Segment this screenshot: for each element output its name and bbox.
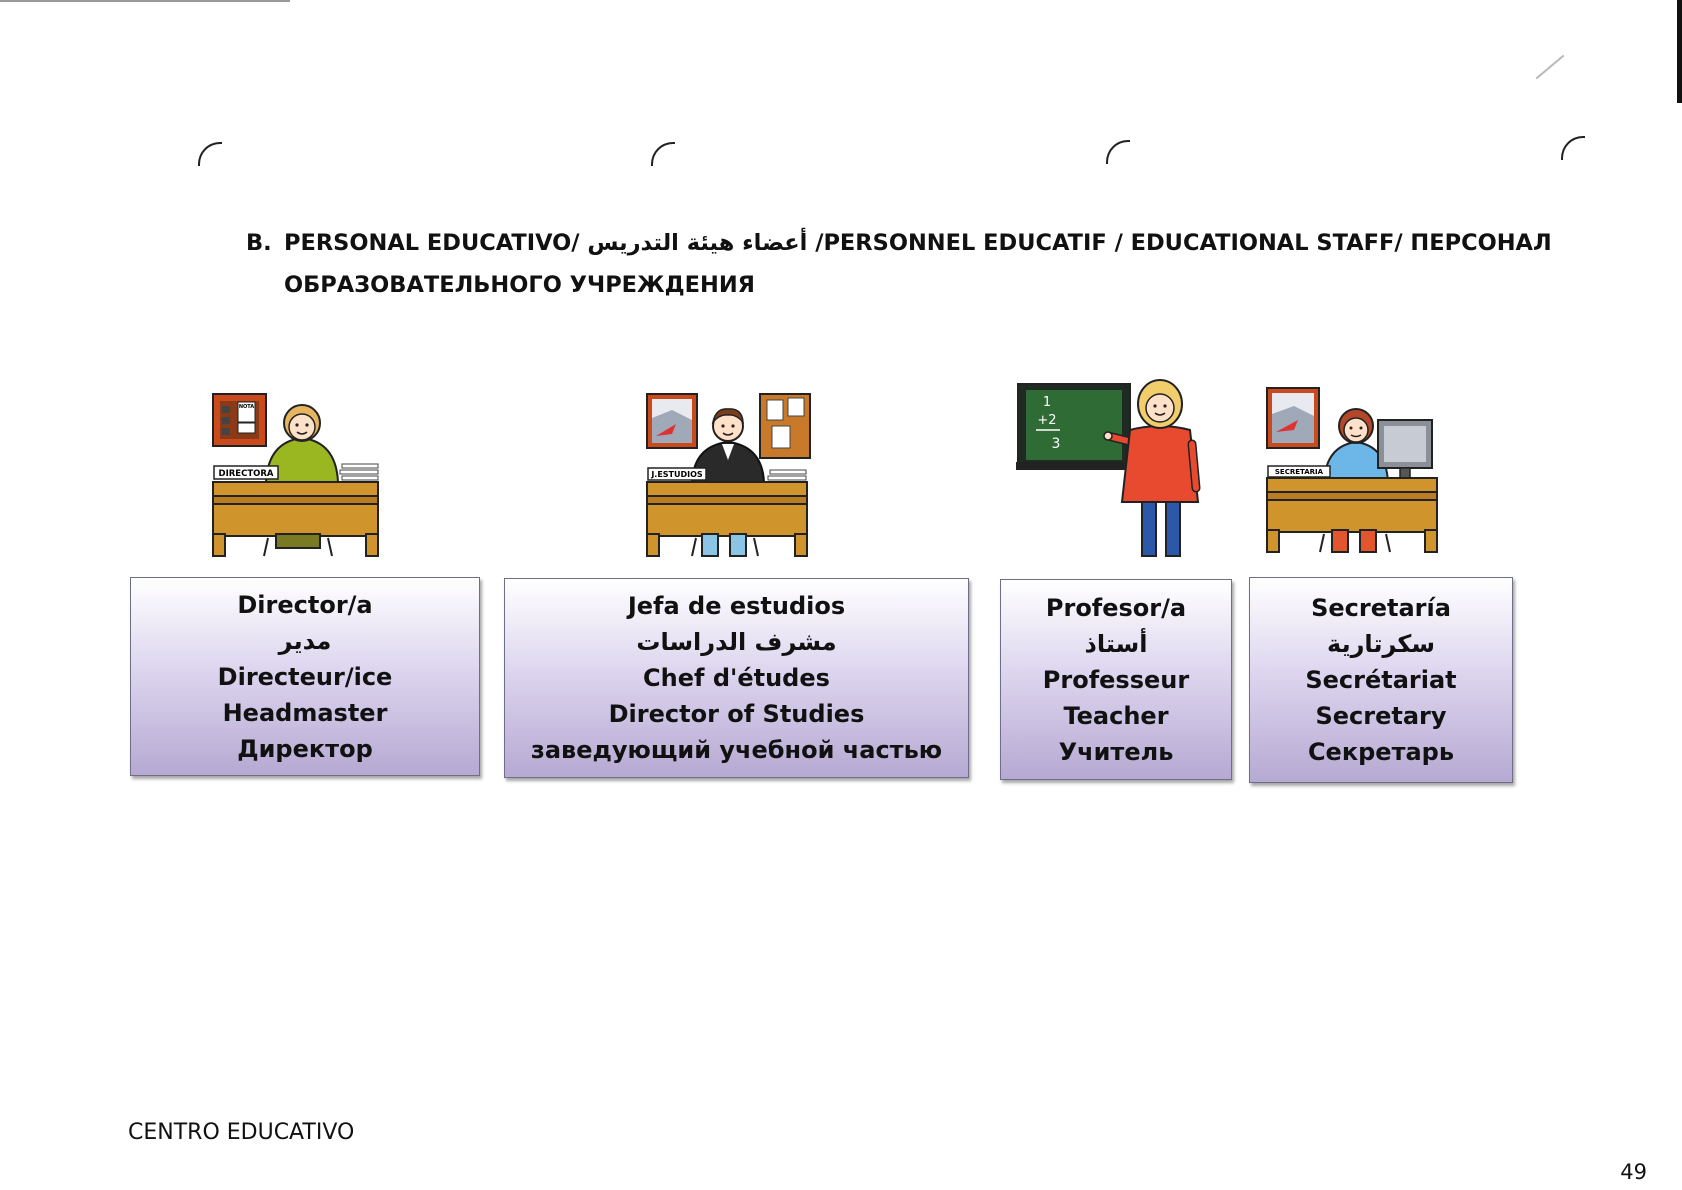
card-label-spanish: Secretaría xyxy=(1311,594,1451,622)
chalk-number-3: 3 xyxy=(1052,436,1061,452)
section-title-line2: ОБРАЗОВАТЕЛЬНОГО УЧРЕЖДЕНИЯ xyxy=(284,272,755,298)
scan-edge-bar xyxy=(1677,0,1682,103)
section-title-arabic: أعضاء هيئة التدريس xyxy=(587,230,808,256)
card-label-russian: Учитель xyxy=(1058,737,1174,766)
card-label-french: Chef d'études xyxy=(643,664,830,692)
card-label-english: Director of Studies xyxy=(608,700,865,728)
section-heading: B. PERSONAL EDUCATIVO/ أعضاء هيئة التدري… xyxy=(246,222,1556,306)
card-label-arabic: أستاذ xyxy=(1084,629,1148,658)
card-label-russian: Директор xyxy=(237,734,373,763)
card-label-french: Directeur/ice xyxy=(217,662,393,691)
card-label-french: Secrétariat xyxy=(1305,666,1457,694)
desk-sign-head-of-studies: J.ESTUDIOS xyxy=(650,470,703,479)
card-label-arabic: مدير xyxy=(278,626,332,655)
chalkboard-shape xyxy=(1026,390,1122,460)
scan-top-line xyxy=(0,0,290,2)
desk-sign-director: DIRECTORA xyxy=(219,469,274,479)
card-label-russian: заведующий учебной частью xyxy=(530,736,943,764)
footer-section-label: CENTRO EDUCATIVO xyxy=(128,1120,355,1145)
punch-mark-4 xyxy=(1561,136,1585,160)
card-label-french: Professeur xyxy=(1042,665,1190,694)
card-head-of-studies: Jefa de estudios مشرف الدراسات Chef d'ét… xyxy=(504,578,969,778)
card-label-spanish: Profesor/a xyxy=(1045,593,1187,622)
head-of-studies-pictogram: J.ESTUDIOS xyxy=(646,393,811,557)
punch-mark-2 xyxy=(651,142,675,166)
punch-mark-3 xyxy=(1106,140,1130,164)
card-label-russian: Секретарь xyxy=(1307,738,1455,766)
punch-mark-1 xyxy=(198,142,222,166)
secretary-pictogram: SECRETARIA xyxy=(1266,387,1438,553)
desk-sign-secretary: SECRETARIA xyxy=(1275,468,1324,476)
section-title-part2: /PERSONNEL EDUCATIF / EDUCATIONAL STAFF/… xyxy=(807,230,1552,256)
chalk-number-2: +2 xyxy=(1037,413,1056,428)
section-title: PERSONAL EDUCATIVO/ أعضاء هيئة التدريس /… xyxy=(284,222,1556,306)
card-label-spanish: Jefa de estudios xyxy=(627,592,846,620)
card-label-english: Headmaster xyxy=(222,698,388,727)
page-number: 49 xyxy=(1620,1160,1647,1184)
section-title-part1: PERSONAL EDUCATIVO/ xyxy=(284,230,588,256)
card-director: Director/a مدير Directeur/ice Headmaster… xyxy=(130,577,480,776)
card-label-spanish: Director/a xyxy=(237,590,373,619)
section-letter: B. xyxy=(246,230,272,256)
card-secretary: Secretaría سكرتارية Secrétariat Secretar… xyxy=(1249,577,1513,783)
card-label-english: Secretary xyxy=(1315,702,1447,730)
chalk-number-1: 1 xyxy=(1043,395,1051,410)
note-label: NOTA xyxy=(239,404,254,410)
scan-corner-mark xyxy=(1535,54,1565,80)
card-label-arabic: سكرتارية xyxy=(1327,630,1435,658)
director-pictogram: NOTA DIRECTORA xyxy=(212,393,379,557)
card-label-arabic: مشرف الدراسات xyxy=(636,628,837,656)
card-label-english: Teacher xyxy=(1063,701,1169,730)
teacher-pictogram: 1 +2 3 xyxy=(1016,379,1201,557)
card-teacher: Profesor/a أستاذ Professeur Teacher Учит… xyxy=(1000,579,1232,780)
